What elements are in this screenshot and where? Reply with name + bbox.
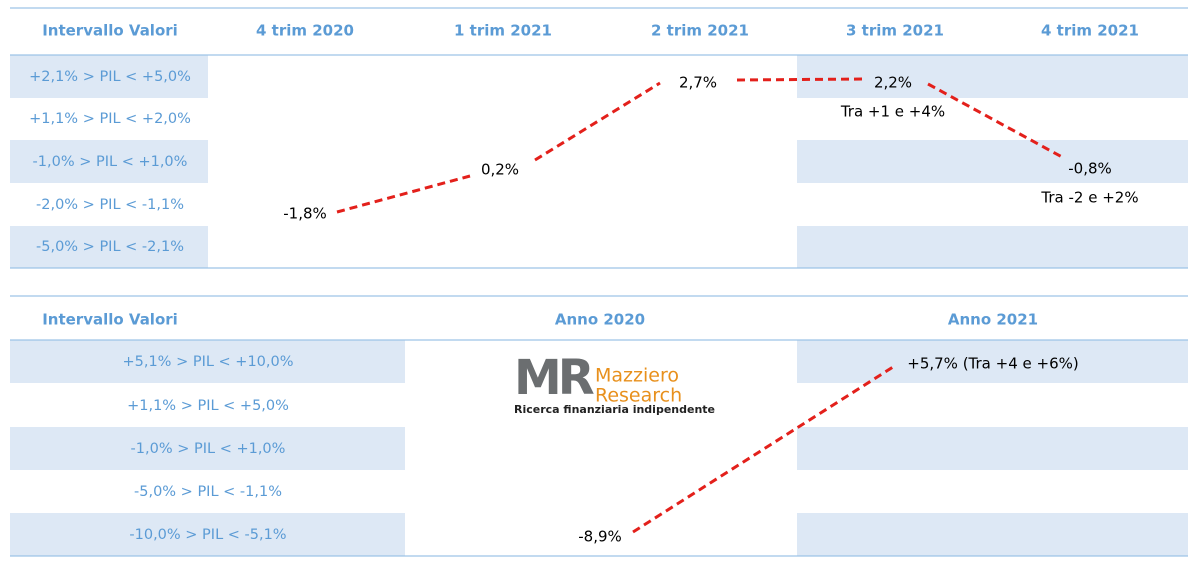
logo-mark: MR [514,350,594,406]
header-cell: Intervallo Valori [42,311,178,329]
logo: MR Mazziero Research Ricerca finanziaria… [514,350,715,416]
row-shading [10,55,1188,556]
header-cell: Intervallo Valori [42,22,178,40]
value-label: 2,2% [874,74,912,92]
row-label: -1,0% > PIL < +1,0% [131,441,286,457]
value-label: -0,8% [1068,160,1112,178]
row-label: +2,1% > PIL < +5,0% [29,69,191,85]
logo-name: Mazziero [595,365,679,387]
row-label: -2,0% > PIL < -1,1% [36,197,184,213]
header-cell: 1 trim 2021 [454,22,552,40]
row-label: -5,0% > PIL < -2,1% [36,239,184,255]
value-label: 2,7% [679,74,717,92]
row-label: +5,1% > PIL < +10,0% [122,354,293,370]
header-cell: 3 trim 2021 [846,22,944,40]
row-label: -10,0% > PIL < -5,1% [129,527,286,543]
note: Tra -2 e +2% [1040,189,1138,207]
value-label: +5,7% (Tra +4 e +6%) [907,355,1078,373]
trend-line [336,77,1063,534]
value-label: -1,8% [283,205,327,223]
row-label: +1,1% > PIL < +5,0% [127,398,289,414]
header-cell: 2 trim 2021 [651,22,749,40]
value-label: 0,2% [481,161,519,179]
value-label: -8,9% [578,528,622,546]
logo-name: Research [595,385,682,407]
header-cell: Anno 2021 [948,311,1038,329]
logo-tagline: Ricerca finanziaria indipendente [514,403,715,416]
note: Tra +1 e +4% [840,103,945,121]
row-label: -1,0% > PIL < +1,0% [33,154,188,170]
header-cell: 4 trim 2021 [1041,22,1139,40]
header-cell: Anno 2020 [555,311,645,329]
header-cell: 4 trim 2020 [256,22,354,40]
table-borders [10,7,1188,557]
row-label: -5,0% > PIL < -1,1% [134,484,282,500]
row-label: +1,1% > PIL < +2,0% [29,111,191,127]
